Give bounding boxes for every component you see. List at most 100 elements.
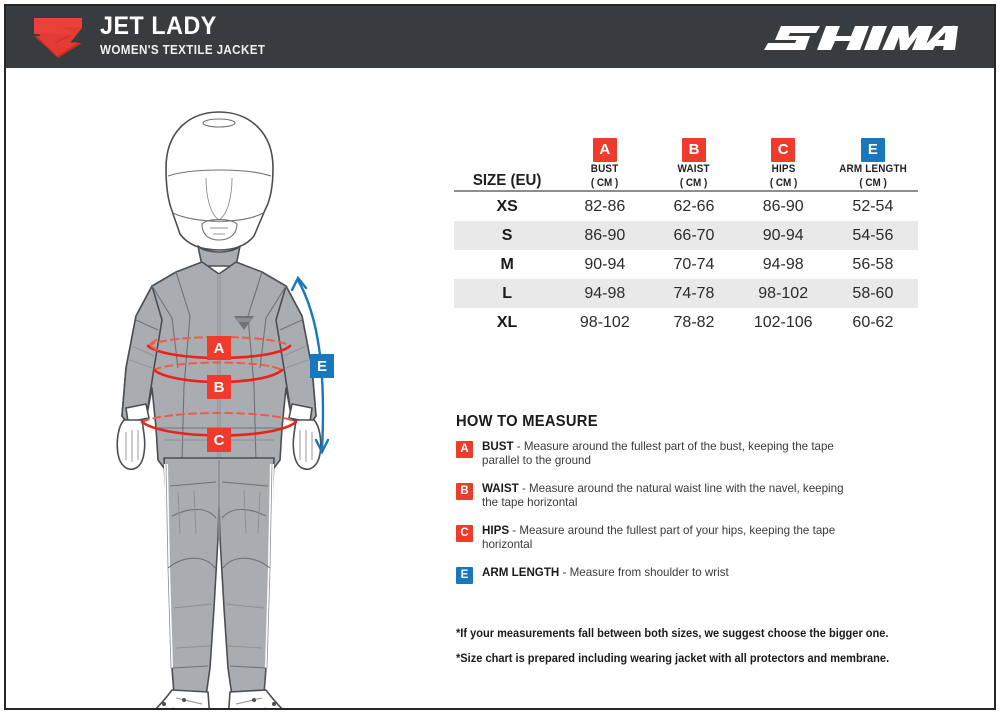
measure-item-arm-length: E ARM LENGTH - Measure from shoulder to … xyxy=(456,566,856,596)
table-row: XL 98-102 78-82 102-106 60-62 xyxy=(454,308,918,337)
measure-desc-bust: - Measure around the fullest part of the… xyxy=(482,440,834,468)
cell-size: S xyxy=(454,221,561,250)
measure-arm-length-marker xyxy=(290,275,330,455)
cell-bust: 98-102 xyxy=(579,313,630,331)
cell-hips: 102-106 xyxy=(753,313,813,331)
figure-badge-c-label: C xyxy=(214,432,225,449)
trademark-symbol: ® xyxy=(951,25,957,33)
jacket xyxy=(121,261,317,471)
column-badge-waist: B xyxy=(649,132,738,162)
figure-badge-b: B xyxy=(207,375,231,399)
trousers xyxy=(163,457,275,697)
product-title-block: JET LADY WOMEN'S TEXTILE JACKET xyxy=(100,12,278,58)
cell-bust: 90-94 xyxy=(584,255,626,273)
cell-waist: 74-78 xyxy=(649,279,739,308)
column-unit-bust: ( CM ) xyxy=(591,177,619,189)
column-header-size: SIZE (EU) xyxy=(472,172,542,189)
column-header-waist: WAIST xyxy=(677,163,711,175)
footnotes: *If your measurements fall between both … xyxy=(456,626,890,676)
column-header-arm-length: ARM LENGTH xyxy=(838,163,907,175)
cell-waist: 70-74 xyxy=(673,255,715,273)
badge-b: B xyxy=(456,483,473,500)
badge-a: A xyxy=(592,138,617,162)
product-subtitle: WOMEN'S TEXTILE JACKET xyxy=(100,43,266,57)
footnote-chart-basis: *Size chart is prepared including wearin… xyxy=(456,651,890,665)
measure-item-hips: C HIPS - Measure around the fullest part… xyxy=(456,524,856,554)
size-table-header: SIZE (EU) A B C E BUST WAI xyxy=(454,132,918,192)
table-row: M 90-94 70-74 94-98 56-58 xyxy=(454,250,918,279)
measure-term-bust: BUST xyxy=(482,440,514,453)
badge-e: E xyxy=(456,567,473,584)
measure-desc-waist: - Measure around the natural waist line … xyxy=(482,482,844,510)
measure-text-arm-length: ARM LENGTH - Measure from shoulder to wr… xyxy=(482,566,856,580)
cell-arm: 60-62 xyxy=(852,313,894,331)
cell-waist: 66-70 xyxy=(649,221,739,250)
page-title: JET LADY xyxy=(100,12,217,40)
cell-bust: 82-86 xyxy=(584,197,626,215)
cell-arm: 58-60 xyxy=(827,279,918,308)
cell-size: M xyxy=(500,255,514,273)
page-header: JET LADY WOMEN'S TEXTILE JACKET ® xyxy=(6,6,994,68)
figure-badge-e-label: E xyxy=(317,358,327,375)
cell-waist: 78-82 xyxy=(673,313,715,331)
column-badge-bust: A xyxy=(560,132,649,162)
measure-text-hips: HIPS - Measure around the fullest part o… xyxy=(482,524,856,552)
column-badge-hips: C xyxy=(739,132,828,162)
mannequin-illustration: .gm { fill:#a9adb1; stroke:#4b4f53; stro… xyxy=(116,111,334,708)
size-chart-sheet: JET LADY WOMEN'S TEXTILE JACKET ® xyxy=(4,4,996,710)
column-unit-arm-length: ( CM ) xyxy=(859,177,887,189)
figure-badge-a-label: A xyxy=(214,340,225,357)
badge-c: C xyxy=(771,138,796,162)
cell-bust: 86-90 xyxy=(560,221,650,250)
measure-term-waist: WAIST xyxy=(482,482,519,495)
column-unit-hips: ( CM ) xyxy=(769,177,797,189)
size-info-panel: SIZE (EU) A B C E BUST WAI xyxy=(446,68,994,708)
chest-logo-icon xyxy=(234,316,254,330)
size-table-body: XS 82-86 62-66 86-90 52-54 S 86-90 66-70… xyxy=(454,191,918,337)
column-badge-arm-length: E xyxy=(828,132,918,162)
cell-size: XS xyxy=(496,197,518,215)
table-row: L 94-98 74-78 98-102 58-60 xyxy=(454,279,918,308)
how-to-measure-list: A BUST - Measure around the fullest part… xyxy=(456,440,856,608)
how-to-measure-title: HOW TO MEASURE xyxy=(456,413,598,430)
figure-badge-a: A xyxy=(207,336,231,360)
cell-size: L xyxy=(454,279,561,308)
measure-desc-hips: - Measure around the fullest part of you… xyxy=(482,524,836,552)
column-unit-waist: ( CM ) xyxy=(680,177,708,189)
shima-shield-logo xyxy=(34,18,82,58)
badge-a: A xyxy=(456,441,473,458)
hands xyxy=(116,419,322,470)
table-row: XS 82-86 62-66 86-90 52-54 xyxy=(454,191,918,221)
measure-text-bust: BUST - Measure around the fullest part o… xyxy=(482,440,856,468)
badge-b: B xyxy=(682,138,706,162)
helmet xyxy=(165,111,274,251)
figure-badge-c: C xyxy=(207,428,231,452)
figure-badge-e: E xyxy=(310,354,334,378)
cell-arm: 52-54 xyxy=(852,197,894,215)
cell-waist: 62-66 xyxy=(673,197,715,215)
measure-text-waist: WAIST - Measure around the natural waist… xyxy=(482,482,856,510)
badge-e: E xyxy=(860,138,885,162)
shima-wordmark: ® xyxy=(764,25,958,50)
measure-term-arm-length: ARM LENGTH xyxy=(482,566,560,579)
measure-desc-arm-length: - Measure from shoulder to wrist xyxy=(559,566,729,579)
cell-hips: 90-94 xyxy=(738,221,828,250)
boots xyxy=(155,689,283,708)
cell-hips: 94-98 xyxy=(762,255,804,273)
cell-arm: 54-56 xyxy=(827,221,918,250)
column-header-bust: BUST xyxy=(590,163,619,175)
measure-term-hips: HIPS xyxy=(482,524,510,537)
table-row: S 86-90 66-70 90-94 54-56 xyxy=(454,221,918,250)
measure-item-bust: A BUST - Measure around the fullest part… xyxy=(456,440,856,470)
figure-badge-b-label: B xyxy=(214,379,225,396)
cell-hips: 98-102 xyxy=(738,279,828,308)
badge-c: C xyxy=(456,525,473,542)
cell-hips: 86-90 xyxy=(762,197,804,215)
cell-bust: 94-98 xyxy=(560,279,650,308)
footnote-size-between: *If your measurements fall between both … xyxy=(456,626,889,640)
column-header-hips: HIPS xyxy=(771,163,796,175)
cell-size: XL xyxy=(496,313,518,331)
size-table: SIZE (EU) A B C E BUST WAI xyxy=(454,132,918,337)
cell-arm: 56-58 xyxy=(852,255,894,273)
measure-item-waist: B WAIST - Measure around the natural wai… xyxy=(456,482,856,512)
